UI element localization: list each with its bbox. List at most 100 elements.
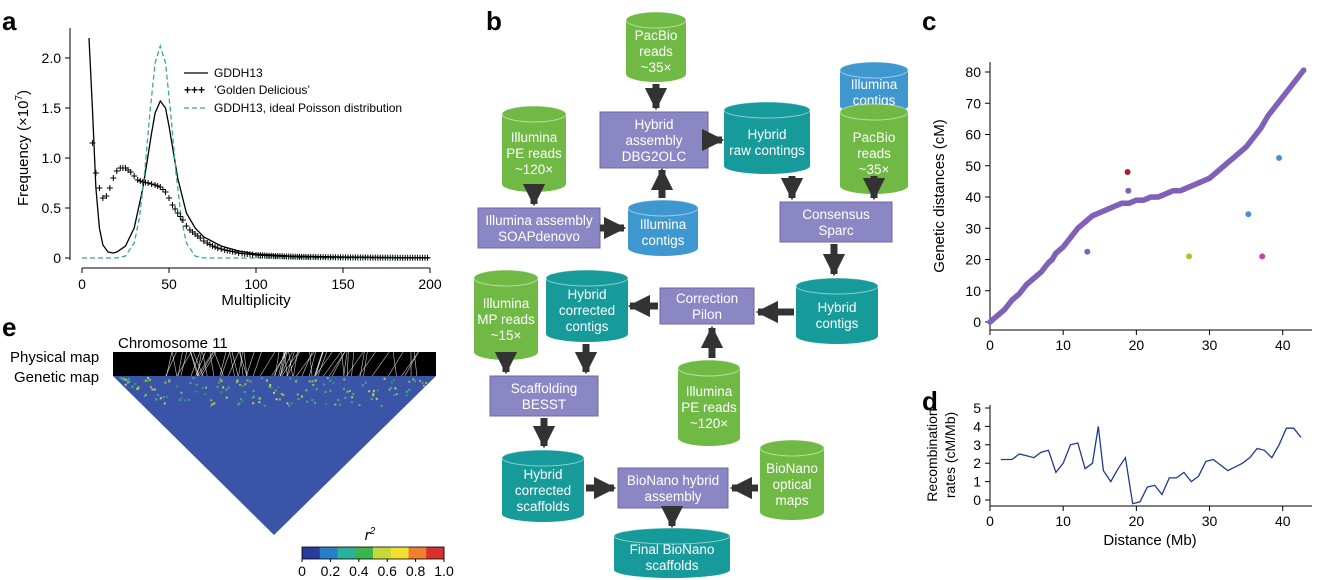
ld-speck <box>343 378 346 381</box>
ld-speck <box>162 396 165 399</box>
map-link-line <box>309 351 313 377</box>
cylinder-top <box>839 103 909 121</box>
ld-speck <box>408 380 411 383</box>
c-ytick-label: 0 <box>973 314 981 330</box>
map-link-line <box>286 351 295 377</box>
panel-d-chart: 0 10 20 30 40 0 1 2 3 4 5 Recombination rates (cM/… <box>924 400 1312 549</box>
ld-speck <box>205 386 208 389</box>
map-link-line <box>392 351 397 377</box>
a-ytick-label: 1.5 <box>42 100 62 116</box>
golden-marker <box>183 223 190 229</box>
ld-speck <box>249 380 252 383</box>
colorbar-tick-label: 0 <box>298 563 306 579</box>
ld-speck <box>315 388 318 391</box>
cylinder-label: ~120× <box>690 416 728 431</box>
ld-speck <box>372 394 375 397</box>
ld-speck <box>201 387 204 390</box>
ld-speck <box>176 385 179 388</box>
cylinder-label: Hybrid <box>817 300 856 315</box>
ld-speck <box>380 404 383 407</box>
map-link-line <box>314 351 323 377</box>
c-point <box>1300 67 1307 74</box>
d-xtick-label: 40 <box>1275 513 1291 529</box>
c-ytick-label: 30 <box>965 220 981 236</box>
ld-speck <box>239 383 242 386</box>
map-link-line <box>351 351 355 377</box>
map-link-line <box>346 351 364 377</box>
ld-speck <box>147 379 150 382</box>
cylinder-label: PacBio <box>635 28 678 43</box>
ld-speck <box>329 379 332 382</box>
ld-speck <box>311 399 314 402</box>
ld-speck <box>166 395 169 398</box>
box-rect <box>489 375 599 417</box>
recombination-line <box>1001 426 1302 505</box>
cylinder-label: ~15× <box>491 328 522 343</box>
box-label: Sparc <box>818 223 854 238</box>
d-ytick-label: 1 <box>973 474 981 490</box>
colorbar-segment <box>426 547 445 559</box>
ld-speck <box>312 383 315 386</box>
ld-speck <box>241 400 244 403</box>
ld-speck <box>263 404 266 407</box>
cylinder-top <box>677 359 741 377</box>
map-link-line <box>220 351 231 377</box>
cylinder-label: optical <box>772 477 811 492</box>
cylinder-body <box>840 112 908 186</box>
map-link-line <box>209 351 215 377</box>
panel-label-a: a <box>2 6 17 36</box>
ld-speck <box>246 379 249 382</box>
colorbar-segment <box>390 547 409 559</box>
cylinder-label: PacBio <box>853 130 896 145</box>
map-link-line <box>229 351 235 377</box>
box-rect <box>779 201 893 243</box>
map-link-line <box>171 351 178 377</box>
map-link-line <box>165 351 177 377</box>
cylinder-label: scaffolds <box>516 499 569 514</box>
ld-speck <box>323 383 326 386</box>
box-rect <box>617 467 729 509</box>
ld-speck <box>289 377 292 380</box>
ld-speck <box>337 399 340 402</box>
ld-speck <box>277 386 280 389</box>
cylinder-top <box>473 269 539 287</box>
map-link-line <box>301 351 313 377</box>
ld-speck <box>300 395 303 398</box>
map-link-line <box>252 351 262 377</box>
map-link-line <box>238 351 243 377</box>
cylinder-body <box>724 110 810 166</box>
ld-speck <box>178 399 181 402</box>
ld-speck <box>370 398 373 401</box>
golden-marker <box>145 180 152 186</box>
ld-speck <box>421 381 424 384</box>
legend-gddh13: GDDH13 <box>214 66 263 80</box>
ld-speck <box>280 392 283 395</box>
c-ytick-label: 20 <box>965 252 981 268</box>
box-label: Correction <box>676 291 738 306</box>
cylinder-top <box>723 101 811 119</box>
map-link-line <box>331 351 345 377</box>
ld-speck <box>244 383 247 386</box>
ld-speck <box>270 386 273 389</box>
ld-speck <box>180 397 183 400</box>
ld-speck <box>305 389 308 392</box>
golden-marker <box>197 235 204 241</box>
chromosome-label: Chromosome 11 <box>118 335 228 352</box>
golden-marker <box>218 246 225 252</box>
ld-speck <box>238 402 241 405</box>
c-ytick-label: 80 <box>965 64 981 80</box>
map-link-line <box>371 351 390 377</box>
c-outlier-point <box>1186 253 1193 260</box>
ld-speck <box>258 397 261 400</box>
map-link-line <box>197 351 202 377</box>
ld-speck <box>220 380 223 383</box>
ld-speck <box>375 397 378 400</box>
cylinder-bottom <box>614 562 730 578</box>
golden-marker <box>106 185 113 191</box>
map-link-line <box>201 351 217 377</box>
ld-speck <box>326 377 329 380</box>
c-xtick-label: 40 <box>1275 337 1291 353</box>
